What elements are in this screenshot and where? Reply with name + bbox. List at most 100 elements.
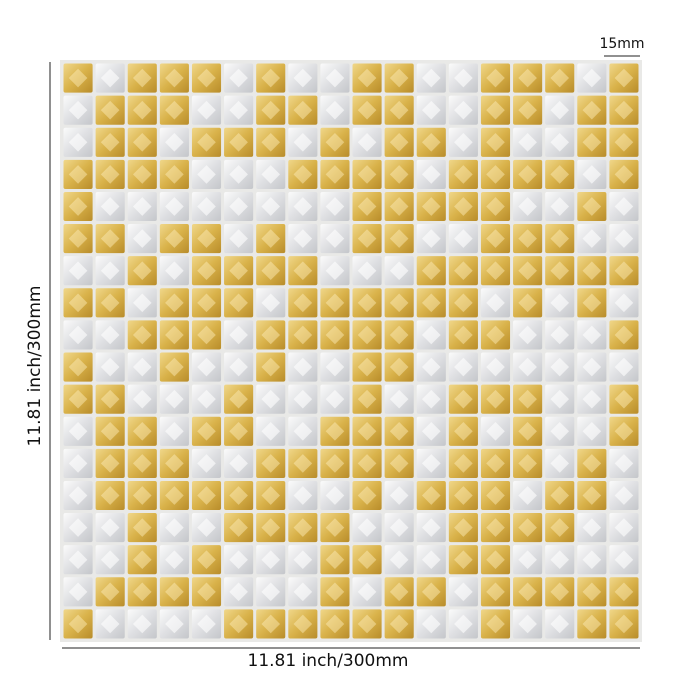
facet: [518, 100, 537, 120]
tile: [224, 127, 254, 157]
facet: [421, 100, 441, 120]
tile: [95, 224, 125, 254]
tile: [609, 577, 639, 607]
facet: [486, 389, 505, 409]
facet: [229, 100, 248, 120]
facet: [197, 325, 216, 345]
facet: [582, 325, 602, 345]
facet: [132, 614, 152, 634]
facet: [100, 614, 120, 634]
facet: [389, 421, 409, 441]
facet: [486, 582, 505, 602]
facet: [325, 486, 345, 505]
facet: [165, 68, 184, 88]
facet: [325, 357, 345, 377]
facet: [68, 68, 88, 88]
facet: [293, 582, 313, 602]
tile: [320, 416, 350, 446]
facet: [518, 454, 537, 473]
facet: [550, 132, 570, 152]
tile: [159, 448, 189, 478]
tile: [63, 224, 93, 254]
tile: [416, 127, 446, 157]
facet: [389, 132, 409, 152]
facet: [421, 261, 441, 281]
tile: [352, 416, 382, 446]
facet: [165, 357, 184, 377]
facet: [550, 229, 570, 248]
facet: [550, 165, 570, 184]
facet: [261, 454, 281, 473]
tile: [545, 513, 575, 543]
facet: [68, 132, 88, 152]
tile: [480, 448, 511, 478]
facet: [614, 614, 634, 634]
facet: [389, 68, 409, 88]
tile: [95, 159, 125, 189]
facet: [197, 550, 216, 570]
tile: [352, 288, 382, 318]
facet: [325, 550, 345, 570]
facet: [293, 68, 313, 88]
tile: [224, 609, 254, 639]
facet: [325, 229, 345, 248]
facet: [165, 229, 184, 248]
tile: [288, 256, 318, 286]
tile: [577, 480, 607, 511]
tile: [63, 191, 93, 222]
tile: [513, 95, 543, 125]
tile: [191, 288, 222, 318]
facet: [421, 229, 441, 248]
facet: [454, 550, 473, 570]
tile: [288, 95, 318, 125]
facet: [582, 132, 602, 152]
facet: [293, 389, 313, 409]
facet: [518, 229, 537, 248]
facet: [293, 550, 313, 570]
facet: [325, 293, 345, 313]
tile: [288, 448, 318, 478]
tile: [256, 224, 286, 254]
facet: [132, 550, 152, 570]
tile: [577, 448, 607, 478]
facet: [389, 357, 409, 377]
tile: [513, 256, 543, 286]
tile: [191, 545, 222, 575]
facet: [68, 421, 88, 441]
tile: [480, 191, 511, 222]
facet: [518, 132, 537, 152]
facet: [68, 261, 88, 281]
facet: [389, 486, 409, 505]
facet: [229, 229, 248, 248]
facet: [486, 325, 505, 345]
facet: [197, 357, 216, 377]
tile: [448, 256, 478, 286]
tile: [95, 448, 125, 478]
facet: [357, 229, 377, 248]
tile: [352, 609, 382, 639]
facet: [132, 261, 152, 281]
facet: [197, 582, 216, 602]
facet: [454, 68, 473, 88]
facet: [68, 486, 88, 505]
facet: [357, 486, 377, 505]
facet: [486, 518, 505, 537]
facet: [100, 357, 120, 377]
tile: [320, 159, 350, 189]
facet: [68, 389, 88, 409]
facet: [229, 325, 248, 345]
tile: [224, 288, 254, 318]
facet: [389, 325, 409, 345]
tile: [448, 545, 478, 575]
tile: [127, 320, 157, 350]
facet: [421, 357, 441, 377]
tile: [127, 63, 157, 93]
facet: [389, 389, 409, 409]
facet: [229, 197, 248, 216]
facet: [197, 518, 216, 537]
tile: [256, 63, 286, 93]
facet: [582, 229, 602, 248]
facet: [389, 197, 409, 216]
facet: [550, 261, 570, 281]
facet: [68, 550, 88, 570]
